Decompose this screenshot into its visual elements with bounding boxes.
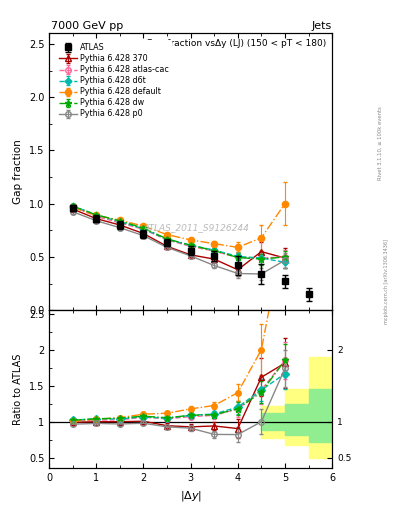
Y-axis label: Gap fraction: Gap fraction bbox=[13, 139, 23, 204]
Bar bbox=[285, 404, 309, 435]
Text: Jets: Jets bbox=[312, 20, 332, 31]
Y-axis label: Ratio to ATLAS: Ratio to ATLAS bbox=[13, 354, 23, 425]
Text: mcplots.cern.ch [arXiv:1306.3436]: mcplots.cern.ch [arXiv:1306.3436] bbox=[384, 239, 389, 324]
Bar bbox=[285, 389, 309, 445]
Text: 7000 GeV pp: 7000 GeV pp bbox=[51, 20, 123, 31]
Bar bbox=[309, 357, 332, 458]
Bar bbox=[261, 406, 285, 438]
Bar bbox=[309, 389, 332, 442]
Text: Gap fraction vsΔy (LJ) (150 < pT < 180): Gap fraction vsΔy (LJ) (150 < pT < 180) bbox=[146, 39, 327, 48]
Text: Rivet 3.1.10, ≥ 100k events: Rivet 3.1.10, ≥ 100k events bbox=[378, 106, 383, 180]
Bar bbox=[261, 413, 285, 431]
Legend: ATLAS, Pythia 6.428 370, Pythia 6.428 atlas-cac, Pythia 6.428 d6t, Pythia 6.428 : ATLAS, Pythia 6.428 370, Pythia 6.428 at… bbox=[56, 40, 172, 122]
Text: ATLAS_2011_S9126244: ATLAS_2011_S9126244 bbox=[143, 223, 249, 231]
X-axis label: $|\Delta y|$: $|\Delta y|$ bbox=[180, 489, 202, 503]
